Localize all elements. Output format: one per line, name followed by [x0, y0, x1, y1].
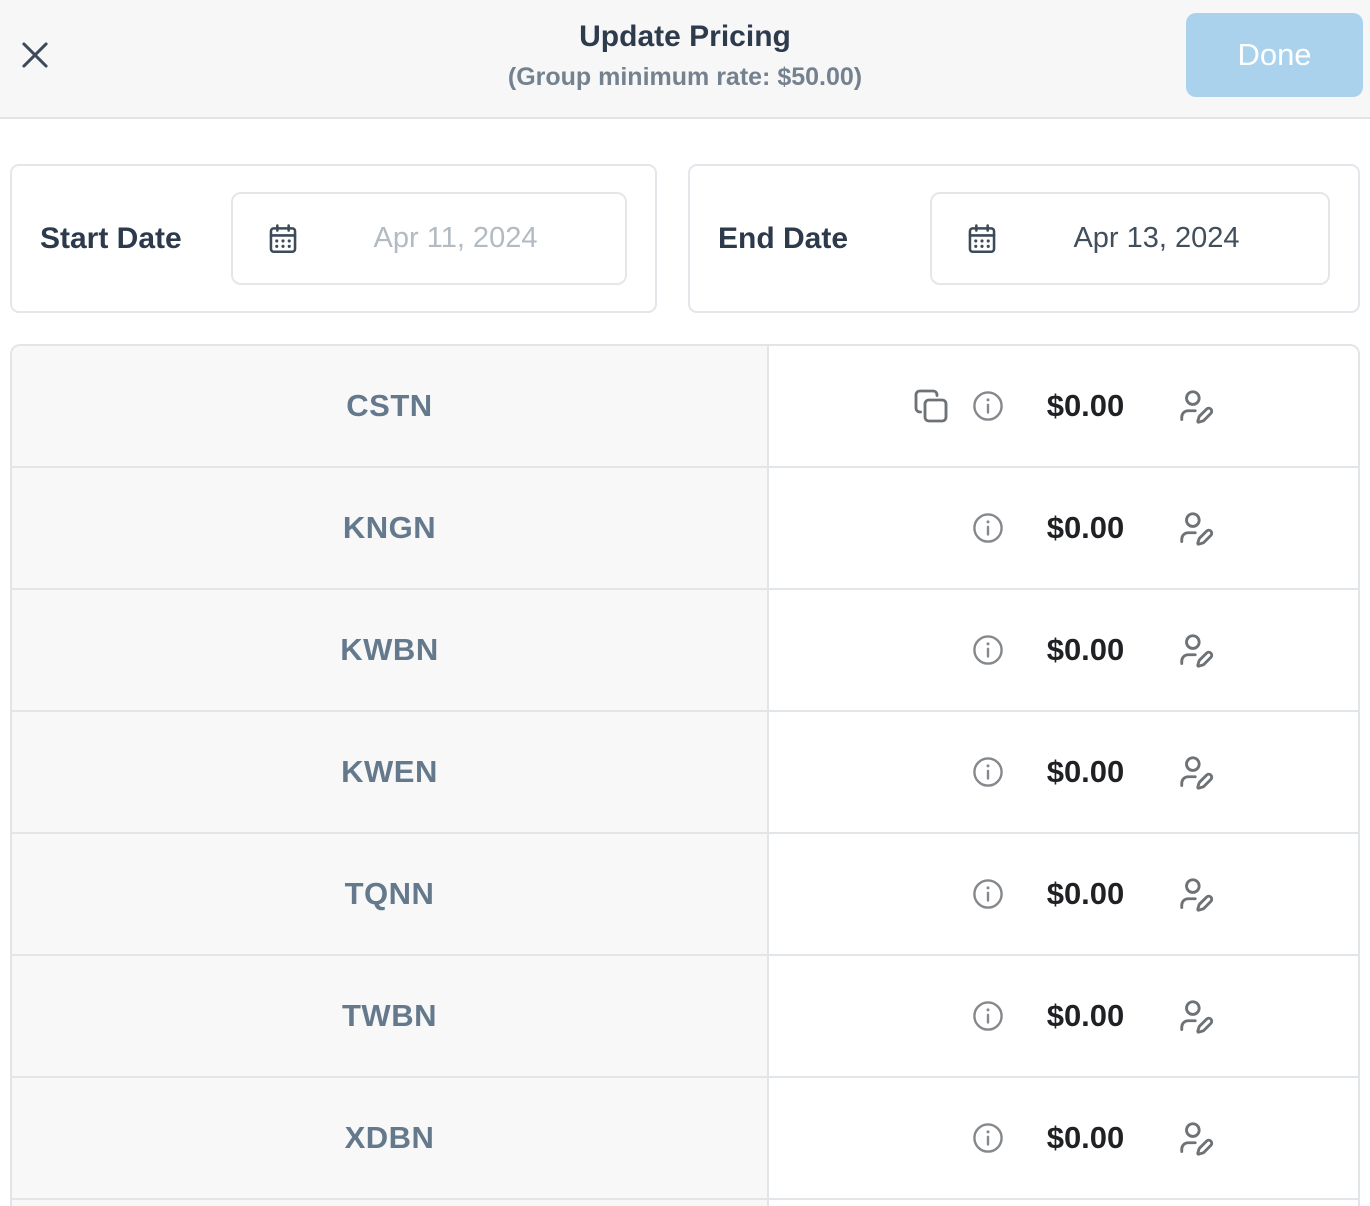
start-date-label: Start Date — [40, 221, 182, 255]
course-code-cell: TQNN — [12, 834, 769, 954]
course-code: XDBN — [344, 1120, 435, 1155]
calendar-icon — [965, 222, 999, 256]
info-icon[interactable] — [971, 999, 1005, 1033]
price-cell: $0.00 — [769, 468, 1358, 588]
table-row-partial — [12, 1200, 1358, 1206]
end-date-input[interactable]: Apr 13, 2024 — [930, 192, 1330, 285]
course-code: TQNN — [344, 876, 435, 911]
copy-icon-slot-empty — [913, 510, 949, 546]
price-cell: $0.00 — [769, 590, 1358, 710]
modal-title: Update Pricing — [579, 20, 791, 53]
end-date-card: End Date Apr 13, 2024 — [688, 164, 1360, 313]
start-date-card: Start Date Apr 11, 2024 — [10, 164, 657, 313]
user-edit-icon[interactable] — [1177, 1119, 1215, 1157]
course-code-cell — [12, 1200, 769, 1206]
price-value: $0.00 — [1046, 876, 1125, 911]
price-cell: $0.00 — [769, 1078, 1358, 1198]
close-button[interactable] — [16, 36, 54, 74]
table-row: CSTN $0.00 — [12, 346, 1358, 468]
course-code: TWBN — [342, 998, 437, 1033]
info-icon[interactable] — [971, 633, 1005, 667]
table-row: XDBN $0.00 — [12, 1078, 1358, 1200]
done-button[interactable]: Done — [1186, 13, 1363, 97]
table-row: KNGN $0.00 — [12, 468, 1358, 590]
course-code-cell: KNGN — [12, 468, 769, 588]
user-edit-icon[interactable] — [1177, 631, 1215, 669]
price-value: $0.00 — [1046, 754, 1125, 789]
price-value: $0.00 — [1046, 632, 1125, 667]
date-filters: Start Date Apr 11, 2024 End Date Apr 13,… — [10, 164, 1360, 313]
copy-icon-slot-empty — [913, 1120, 949, 1156]
info-icon[interactable] — [971, 511, 1005, 545]
start-date-input[interactable]: Apr 11, 2024 — [231, 192, 627, 285]
course-code: KWBN — [340, 632, 439, 667]
copy-icon-slot-empty — [913, 998, 949, 1034]
course-code: KNGN — [342, 510, 437, 545]
close-x-icon — [16, 36, 54, 74]
table-row: KWBN $0.00 — [12, 590, 1358, 712]
user-edit-icon[interactable] — [1177, 753, 1215, 791]
price-value: $0.00 — [1046, 998, 1125, 1033]
price-value: $0.00 — [1046, 388, 1125, 423]
course-code-cell: TWBN — [12, 956, 769, 1076]
price-cell: $0.00 — [769, 956, 1358, 1076]
user-edit-icon[interactable] — [1177, 875, 1215, 913]
user-edit-icon[interactable] — [1177, 387, 1215, 425]
info-icon[interactable] — [971, 389, 1005, 423]
user-edit-icon[interactable] — [1177, 509, 1215, 547]
price-cell: $0.00 — [769, 834, 1358, 954]
info-icon[interactable] — [971, 1121, 1005, 1155]
price-cell — [769, 1200, 1358, 1206]
table-row: KWEN $0.00 — [12, 712, 1358, 834]
start-date-placeholder: Apr 11, 2024 — [373, 222, 538, 254]
modal-subtitle: (Group minimum rate: $50.00) — [507, 63, 863, 91]
course-code-cell: KWBN — [12, 590, 769, 710]
modal-titles: Update Pricing (Group minimum rate: $50.… — [0, 0, 1370, 92]
user-edit-icon[interactable] — [1177, 997, 1215, 1035]
copy-icon-slot-empty — [913, 754, 949, 790]
course-code-cell: XDBN — [12, 1078, 769, 1198]
copy-icon[interactable] — [913, 388, 949, 424]
price-cell: $0.00 — [769, 712, 1358, 832]
price-cell: $0.00 — [769, 346, 1358, 466]
table-row: TQNN $0.00 — [12, 834, 1358, 956]
table-row: TWBN $0.00 — [12, 956, 1358, 1078]
info-icon[interactable] — [971, 755, 1005, 789]
course-code: CSTN — [346, 388, 433, 423]
end-date-label: End Date — [718, 221, 849, 255]
info-icon[interactable] — [971, 877, 1005, 911]
pricing-table: CSTN $0.00 KNGN $0.00 KWBN $0.00 — [10, 344, 1360, 1206]
course-code-cell: KWEN — [12, 712, 769, 832]
modal-header: Update Pricing (Group minimum rate: $50.… — [0, 0, 1370, 119]
end-date-value: Apr 13, 2024 — [1073, 222, 1240, 254]
copy-icon-slot-empty — [913, 632, 949, 668]
calendar-icon — [266, 222, 300, 256]
course-code-cell: CSTN — [12, 346, 769, 466]
price-value: $0.00 — [1046, 510, 1125, 545]
course-code: KWEN — [341, 754, 438, 789]
price-value: $0.00 — [1046, 1120, 1125, 1155]
copy-icon-slot-empty — [913, 876, 949, 912]
